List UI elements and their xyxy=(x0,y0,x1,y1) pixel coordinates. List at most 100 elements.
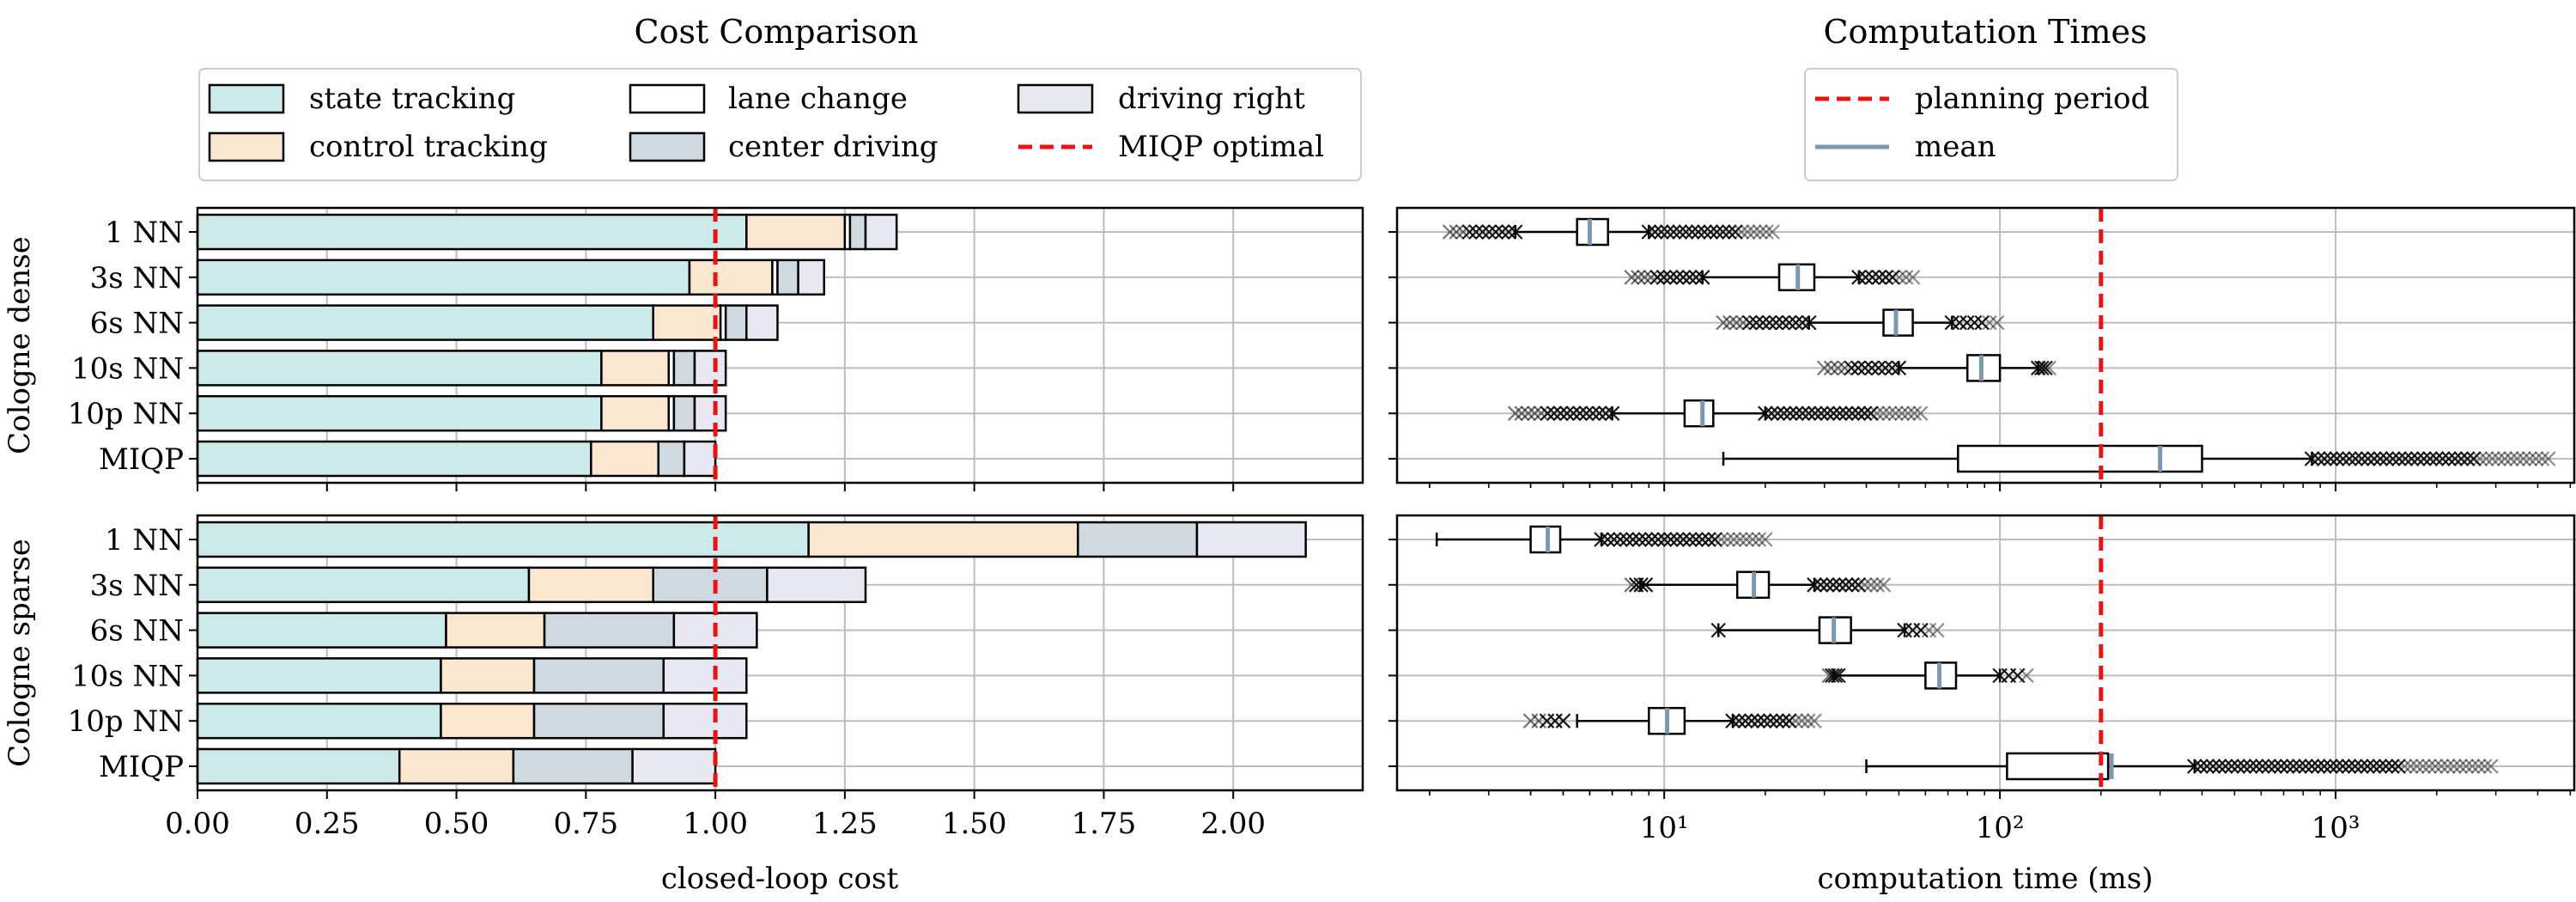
cost-category-label-1-nn: 1 NN xyxy=(105,216,184,250)
flier-high-miqp xyxy=(2323,451,2338,466)
flier-high-miqp xyxy=(2366,759,2382,774)
flier-low-10p-nn xyxy=(1591,405,1607,421)
flier-high-1-nn xyxy=(1637,532,1654,547)
flier-high-1-nn xyxy=(1722,224,1737,240)
flier-high-10p-nn xyxy=(1826,405,1842,421)
flier-high-miqp xyxy=(2273,759,2289,774)
flier-low-10s-nn xyxy=(1831,667,1846,684)
flier-low-10p-nn xyxy=(1578,405,1595,421)
flier-low-10s-nn xyxy=(1870,360,1886,376)
flier-low-6s-nn xyxy=(1788,314,1804,331)
bar-driving-right-1-nn xyxy=(1195,521,1307,558)
bar-center-driving-1-nn xyxy=(848,213,867,251)
flier-low-1-nn xyxy=(1481,224,1498,240)
flier-high-10p-nn xyxy=(1775,713,1791,728)
flier-high-miqp xyxy=(2472,451,2488,466)
flier-high-1-nn xyxy=(1765,224,1780,240)
flier-low-10s-nn xyxy=(1844,360,1860,376)
cost-category-label-miqp: MIQP xyxy=(99,750,184,784)
flier-high-3s-nn xyxy=(1838,577,1854,593)
flier-low-10s-nn xyxy=(1827,667,1844,684)
flier-low-10s-nn xyxy=(1816,360,1832,376)
flier-low-10s-nn xyxy=(1891,360,1907,376)
flier-high-10p-nn xyxy=(1850,405,1867,421)
flier-high-miqp xyxy=(2428,451,2445,466)
flier-high-10p-nn xyxy=(1912,405,1929,421)
bar-driving-right-3s-nn xyxy=(766,566,867,604)
legend-item-driving-right: driving right xyxy=(1017,82,1305,116)
flier-high-1-nn xyxy=(1594,532,1609,547)
legend-swatch-driving-right xyxy=(1017,83,1094,114)
legend-item-miqp-optimal: MIQP optimal xyxy=(1018,130,1324,164)
flier-high-1-nn xyxy=(1740,224,1756,240)
flier-high-miqp xyxy=(2342,451,2357,466)
flier-high-miqp xyxy=(2335,451,2351,466)
flier-high-miqp xyxy=(2292,759,2307,774)
cost-x-tick-label: 0.00 xyxy=(165,807,230,841)
flier-low-10s-nn xyxy=(1850,360,1866,376)
flier-low-10p-nn xyxy=(1565,405,1582,421)
flier-high-6s-nn xyxy=(1944,314,1960,331)
time-x-tick-label: 10² xyxy=(1976,811,2025,845)
flier-high-miqp xyxy=(2366,451,2382,466)
flier-high-10p-nn xyxy=(1744,713,1759,728)
bar-center-driving-10p-nn xyxy=(672,394,696,432)
flier-high-10s-nn xyxy=(2009,667,2026,684)
flier-high-miqp xyxy=(2385,451,2401,466)
flier-high-3s-nn xyxy=(1856,577,1873,593)
flier-high-miqp xyxy=(2509,451,2525,466)
flier-high-miqp xyxy=(2433,759,2450,774)
flier-high-miqp xyxy=(2434,451,2451,466)
flier-high-miqp xyxy=(2397,759,2412,774)
flier-high-miqp xyxy=(2335,759,2351,774)
cost-category-label-6s-nn: 6s NN xyxy=(90,307,184,341)
legend-swatch-center-driving xyxy=(629,131,706,162)
legend-item-lane-change: lane change xyxy=(629,82,908,116)
flier-low-10p-nn xyxy=(1534,405,1549,421)
flier-high-1-nn xyxy=(1625,532,1641,547)
flier-high-1-nn xyxy=(1669,532,1685,547)
flier-high-6s-nn xyxy=(1921,622,1937,638)
flier-high-miqp xyxy=(2378,759,2394,774)
box-miqp xyxy=(1957,444,2203,473)
bar-driving-right-6s-nn xyxy=(745,304,779,341)
flier-high-1-nn xyxy=(1650,532,1666,547)
flier-low-3s-nn xyxy=(1668,270,1685,285)
flier-high-miqp xyxy=(2459,451,2476,466)
flier-high-miqp xyxy=(2497,451,2512,466)
flier-high-miqp xyxy=(2236,759,2252,774)
flier-high-miqp xyxy=(2415,759,2431,774)
flier-high-1-nn xyxy=(1681,532,1698,547)
time-chart-title: Computation Times xyxy=(1823,13,2147,51)
flier-high-10p-nn xyxy=(1838,405,1854,421)
flier-low-10p-nn xyxy=(1520,405,1536,421)
flier-high-1-nn xyxy=(1751,532,1767,547)
flier-low-1-nn xyxy=(1449,224,1465,240)
flier-low-10s-nn xyxy=(1823,360,1839,376)
box-10s-nn xyxy=(1965,354,2002,382)
flier-low-6s-nn xyxy=(1761,314,1777,331)
flier-high-10p-nn xyxy=(1807,713,1822,728)
cost-legend: state tracking control tracking lane cha… xyxy=(198,68,1362,181)
flier-high-miqp xyxy=(2205,759,2221,774)
flier-high-10p-nn xyxy=(1801,405,1817,421)
flier-high-1-nn xyxy=(1734,224,1749,240)
flier-high-10p-nn xyxy=(1795,405,1811,421)
flier-low-10p-nn xyxy=(1598,405,1613,421)
flier-high-miqp xyxy=(2470,759,2487,774)
flier-low-10p-nn xyxy=(1552,405,1569,421)
flier-high-miqp xyxy=(2528,451,2544,466)
group-label-cologne-dense: Cologne dense xyxy=(3,236,37,454)
flier-high-miqp xyxy=(2466,451,2482,466)
flier-low-3s-nn xyxy=(1688,270,1704,285)
flier-low-6s-nn xyxy=(1801,314,1817,331)
flier-low-1-nn xyxy=(1461,224,1478,240)
legend-item-planning-period: planning period xyxy=(1815,82,2149,116)
flier-high-miqp xyxy=(2534,451,2550,466)
flier-high-miqp xyxy=(2360,759,2375,774)
legend-swatch-state-tracking xyxy=(208,83,285,114)
flier-low-10s-nn xyxy=(1877,360,1893,376)
bar-control-tracking-1-nn xyxy=(807,521,1079,558)
flier-high-1-nn xyxy=(1662,532,1679,547)
group-label-cologne-sparse: Cologne sparse xyxy=(3,539,37,767)
